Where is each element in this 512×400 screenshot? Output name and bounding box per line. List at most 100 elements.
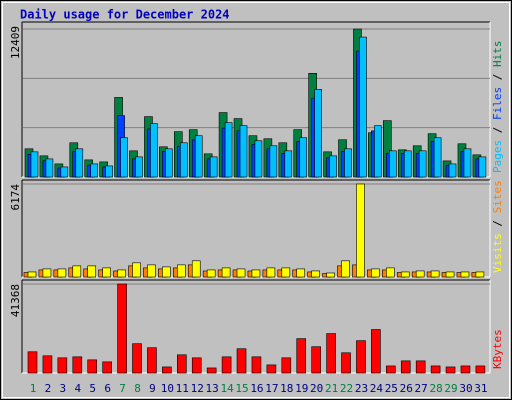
x-tick-label: 8 xyxy=(134,382,141,395)
bar xyxy=(430,365,441,374)
x-tick-label: 27 xyxy=(415,382,428,395)
x-tick-label: 1 xyxy=(30,382,37,395)
bar xyxy=(400,360,411,374)
bar xyxy=(209,156,218,178)
bar xyxy=(389,150,397,178)
legend-entry: Visits xyxy=(491,233,504,273)
bar xyxy=(236,348,247,374)
bar xyxy=(177,354,187,374)
legend-separator: / xyxy=(491,120,504,140)
bar xyxy=(87,359,98,374)
x-tick-label: 24 xyxy=(370,382,384,395)
bar xyxy=(102,267,111,278)
bar xyxy=(177,264,186,278)
x-tick-label: 19 xyxy=(295,382,308,395)
x-tick-label: 6 xyxy=(104,382,111,395)
bar xyxy=(445,271,455,278)
bar xyxy=(296,338,307,374)
bar xyxy=(60,166,69,178)
bar xyxy=(117,283,127,374)
bar xyxy=(326,272,335,278)
bar xyxy=(147,347,157,374)
bar xyxy=(206,367,217,374)
bar xyxy=(254,140,263,178)
bar xyxy=(415,270,425,278)
x-tick-label: 5 xyxy=(89,382,96,395)
bar xyxy=(445,366,456,374)
x-tick-label: 29 xyxy=(444,382,457,395)
bar xyxy=(475,271,485,278)
x-tick-label: 26 xyxy=(400,382,413,395)
bar xyxy=(224,122,233,178)
bar xyxy=(296,268,306,278)
bar xyxy=(221,356,232,374)
x-tick-label: 4 xyxy=(74,382,81,395)
bar xyxy=(266,267,276,278)
bar xyxy=(162,266,171,278)
plot-area xyxy=(22,180,490,277)
bar xyxy=(356,183,365,278)
bar xyxy=(221,267,231,278)
bar xyxy=(165,148,173,178)
bar xyxy=(341,260,350,278)
bar xyxy=(433,137,442,178)
x-tick-label: 11 xyxy=(176,382,189,395)
x-tick-label: 23 xyxy=(355,382,368,395)
x-tick-label: 3 xyxy=(60,382,67,395)
y-tick-label: 12409 xyxy=(9,26,22,59)
chart-title: Daily usage for December 2024 xyxy=(20,8,230,22)
bar xyxy=(251,356,262,374)
bar xyxy=(284,150,293,178)
x-tick-label: 15 xyxy=(235,382,248,395)
bar xyxy=(314,89,322,178)
x-tick-label: 14 xyxy=(220,382,234,395)
bar xyxy=(415,360,426,374)
bar xyxy=(356,340,366,374)
legend-separator: / xyxy=(491,67,504,87)
bar xyxy=(27,351,38,374)
bar xyxy=(239,125,248,178)
bar xyxy=(403,150,412,178)
bar xyxy=(57,357,68,374)
bar xyxy=(386,365,396,374)
bar xyxy=(30,151,39,178)
bar xyxy=(117,269,126,278)
bar xyxy=(311,270,320,278)
bar xyxy=(326,333,336,374)
legend-entry: Sites xyxy=(491,180,504,213)
bar xyxy=(120,137,128,178)
bar xyxy=(341,352,351,374)
x-tick-label: 30 xyxy=(459,382,472,395)
bar xyxy=(460,271,470,278)
x-tick-label: 20 xyxy=(310,382,323,395)
bar xyxy=(191,260,201,278)
x-tick-label: 25 xyxy=(385,382,398,395)
bar xyxy=(57,268,67,278)
bar xyxy=(132,343,142,374)
bar xyxy=(194,135,203,178)
legend-entry: KBytes xyxy=(491,329,504,369)
x-tick-label: 10 xyxy=(161,382,174,395)
x-tick-label: 2 xyxy=(45,382,52,395)
legend-entry: Files xyxy=(491,87,504,120)
bar xyxy=(75,148,84,178)
bar xyxy=(299,137,308,178)
bar xyxy=(132,262,141,278)
bar xyxy=(102,361,112,374)
x-tick-label: 12 xyxy=(191,382,204,395)
bar xyxy=(147,264,156,278)
bar xyxy=(72,265,82,278)
x-tick-label: 28 xyxy=(429,382,442,395)
bar xyxy=(150,123,158,178)
x-tick-label: 16 xyxy=(250,382,263,395)
x-tick-label: 22 xyxy=(340,382,353,395)
bar xyxy=(448,163,457,178)
bar xyxy=(386,267,395,278)
x-tick-label: 7 xyxy=(119,382,126,395)
bar xyxy=(478,156,487,178)
bar xyxy=(42,268,52,278)
bar xyxy=(359,36,367,178)
bar xyxy=(191,357,202,374)
bar xyxy=(344,148,352,178)
bar xyxy=(460,365,471,374)
